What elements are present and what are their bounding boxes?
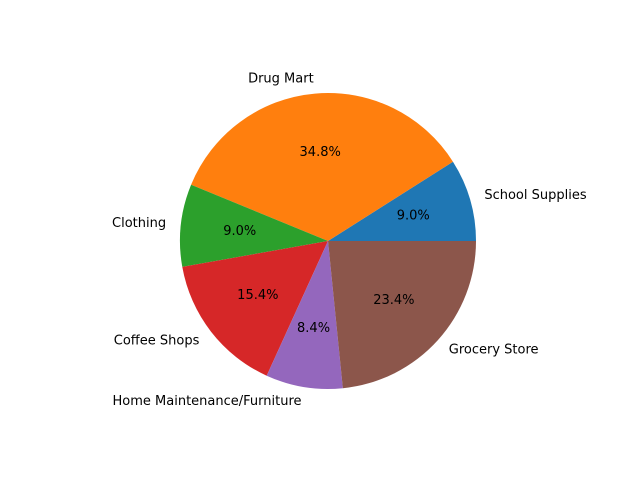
percent-label-clothing: 9.0% (223, 224, 256, 239)
percent-label-home-maintenance-furniture: 8.4% (297, 321, 330, 336)
slice-drug-mart (191, 92, 453, 241)
percent-label-drug-mart: 34.8% (300, 145, 341, 160)
slice-clothing (179, 184, 328, 267)
percent-label-school-supplies: 9.0% (397, 209, 430, 224)
percent-label-coffee-shops: 15.4% (237, 288, 278, 303)
category-label-school-supplies: School Supplies (484, 188, 587, 203)
percent-label-grocery-store: 23.4% (373, 293, 414, 308)
pie-slices (179, 92, 476, 389)
category-label-drug-mart: Drug Mart (248, 71, 314, 86)
slice-grocery-store (328, 241, 476, 389)
category-label-grocery-store: Grocery Store (449, 343, 539, 358)
pie-labels: 9.0% School Supplies 34.8% Drug Mart 9.0% Clo… (112, 71, 587, 409)
slice-coffee-shops (182, 241, 328, 376)
category-label-home-maintenance-furniture: Home Maintenance/Furniture (113, 394, 302, 409)
category-label-coffee-shops: Coffee Shops (114, 333, 200, 348)
slice-school-supplies (328, 161, 476, 241)
slice-home-maintenance-furniture (266, 241, 343, 389)
category-label-clothing: Clothing (112, 216, 166, 231)
